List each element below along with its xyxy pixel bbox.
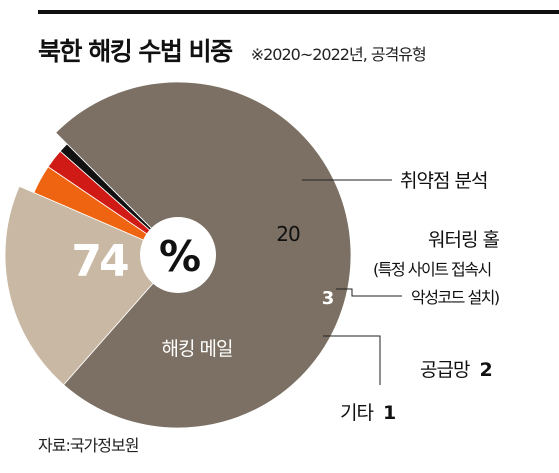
callout-label-supply-chain: 공급망	[420, 359, 470, 381]
callout-line-watering-hole	[336, 288, 402, 297]
pie-slice-other	[59, 143, 179, 256]
center-percent-label: %	[159, 232, 201, 281]
callout-supply-chain: 공급망 2	[420, 359, 492, 381]
callout-line-supply-chain	[323, 335, 381, 385]
slice-value-vulnerability: 20	[276, 222, 300, 246]
title-row: 북한 해킹 수법 비중 ※2020~2022년, 공격유형	[38, 32, 427, 68]
slice-value-hacking-mail: 74	[71, 236, 128, 287]
callout-lines	[302, 179, 402, 385]
callout-value-supply-chain: 2	[480, 359, 492, 381]
pie-center-hole	[140, 217, 216, 293]
callout-other: 기타 1	[340, 402, 395, 424]
callout-label-watering-hole-line3: 악성코드 설치)	[411, 288, 499, 307]
slice-label-hacking-mail: 해킹 메일	[162, 338, 233, 360]
source-note: 자료:국가정보원	[38, 436, 139, 455]
callout-label-other: 기타	[340, 402, 373, 424]
callout-label-vulnerability: 취약점 분석	[400, 170, 487, 192]
callout-label-watering-hole-line1: 워터링 홀	[428, 229, 499, 251]
callout-label-watering-hole-line2: (특정 사이트 접속시	[373, 260, 491, 279]
chart-subtitle: ※2020~2022년, 공격유형	[250, 45, 427, 64]
chart-title: 북한 해킹 수법 비중	[38, 37, 233, 66]
callout-value-other: 1	[383, 402, 395, 424]
slice-value-watering-hole: 3	[322, 288, 335, 309]
pie-slice-vulnerability	[4, 185, 179, 386]
top-rule	[38, 10, 559, 14]
